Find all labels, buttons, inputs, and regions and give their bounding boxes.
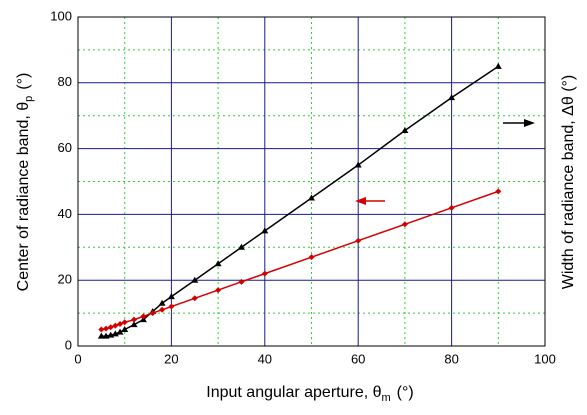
x-tick-label: 40 [258,351,272,366]
data-point [237,243,245,250]
data-point [494,62,502,69]
data-point [140,313,147,320]
x-tick-label: 80 [444,351,458,366]
y2-axis-label: Width of radiance band, Δθ (°) [560,75,577,290]
data-point [401,127,409,134]
data-point [191,276,199,283]
data-point [448,94,456,101]
plot-frame [77,16,546,347]
data-point [103,325,110,332]
series-line [101,65,499,337]
y-tick-label: 60 [58,140,72,155]
y-axis-label: Center of radiance band, θp (°) [15,73,35,292]
y-tick-label: 20 [58,272,72,287]
data-point [355,237,362,244]
data-point [107,324,114,331]
x-label-unit: (°) [397,384,414,401]
data-point [121,319,128,326]
data-point [149,310,156,317]
data-point [168,303,175,310]
data-point [97,332,105,339]
x-tick-label: 20 [164,351,178,366]
data-point [159,306,166,313]
data-point [112,322,119,329]
x-tick-label: 100 [534,351,556,366]
data-point [354,161,362,168]
x-label-text: Input angular aperture, θ [206,384,381,401]
y-label-unit: (°) [15,73,32,90]
data-point [261,227,269,234]
arrow-head [355,197,366,205]
y-label-text: Center of radiance band, θ [15,102,32,292]
data-point [98,326,105,333]
data-point [308,194,315,201]
x-axis-label: Input angular aperture, θm (°) [206,384,413,404]
data-point [117,320,124,327]
data-point [401,221,408,228]
data-point [158,299,166,306]
data-point [131,316,138,323]
y-tick-label: 0 [65,337,72,352]
data-point [308,254,315,261]
x-tick-label: 60 [351,351,365,366]
data-point [495,188,502,195]
y-tick-label: 80 [58,74,72,89]
data-point [238,278,245,285]
data-point [215,287,222,294]
plot: 0 20 40 60 80 100 0 20 40 60 80 100 [50,8,556,366]
data-point [448,204,455,211]
x-label-sub: m [382,392,391,404]
data-point [261,270,268,277]
x-tick-label: 0 [74,351,81,366]
arrow-head [524,119,535,127]
data-point [167,293,175,300]
y-tick-label: 40 [58,206,72,221]
data-point [121,326,129,333]
data-point [191,295,198,302]
annotation-arrows [355,119,535,205]
data-point [116,328,124,335]
y-label-sub: p [23,96,35,102]
data-point [214,260,222,267]
data-point [111,330,119,337]
y-tick-label: 100 [50,8,72,23]
data-point [130,321,138,328]
